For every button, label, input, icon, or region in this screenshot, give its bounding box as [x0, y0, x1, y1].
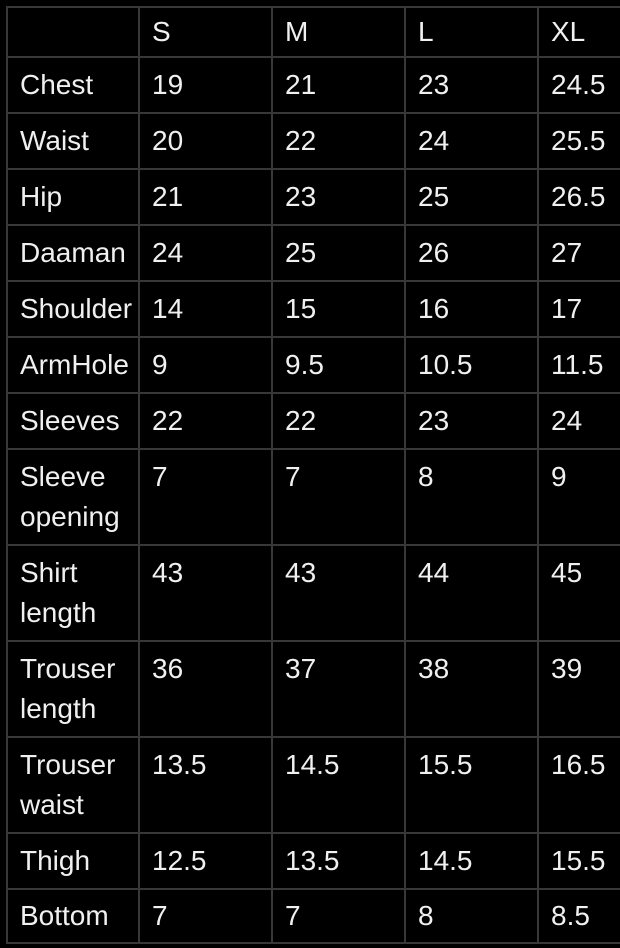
row-label: Sleeves	[6, 392, 140, 450]
size-value-cell: 24	[537, 392, 620, 450]
size-chart-table: S M L XL Chest 19 21 23 24.5 Waist 20 22	[6, 6, 620, 944]
size-value-cell: 13.5	[271, 832, 406, 890]
size-value-cell: 22	[271, 392, 406, 450]
size-value-cell: 25.5	[537, 112, 620, 170]
table-row-trouser-length: Trouser length 36 37 38 39	[6, 640, 620, 738]
size-value-cell: 16.5	[537, 736, 620, 834]
size-value-cell: 10.5	[404, 336, 539, 394]
row-label: Thigh	[6, 832, 140, 890]
size-value-cell: 26.5	[537, 168, 620, 226]
size-value-cell: 15	[271, 280, 406, 338]
table-row-chest: Chest 19 21 23 24.5	[6, 56, 620, 114]
size-value-cell: 39	[537, 640, 620, 738]
table-row-waist: Waist 20 22 24 25.5	[6, 112, 620, 170]
size-value-cell: 16	[404, 280, 539, 338]
table-row-thigh: Thigh 12.5 13.5 14.5 15.5	[6, 832, 620, 890]
size-value-cell: 25	[404, 168, 539, 226]
table-row-sleeves: Sleeves 22 22 23 24	[6, 392, 620, 450]
table-row-shoulder: Shoulder 14 15 16 17	[6, 280, 620, 338]
size-value-cell: 22	[138, 392, 273, 450]
size-value-cell: 20	[138, 112, 273, 170]
size-value-cell: 23	[404, 56, 539, 114]
row-label: Hip	[6, 168, 140, 226]
column-header-s: S	[138, 6, 273, 58]
size-value-cell: 24	[404, 112, 539, 170]
table-row-sleeve-opening: Sleeve opening 7 7 8 9	[6, 448, 620, 546]
size-value-cell: 17	[537, 280, 620, 338]
size-value-cell: 24	[138, 224, 273, 282]
row-label: Trouser waist	[6, 736, 140, 834]
size-value-cell: 25	[271, 224, 406, 282]
size-value-cell: 37	[271, 640, 406, 738]
size-value-cell: 27	[537, 224, 620, 282]
size-value-cell: 9	[537, 448, 620, 546]
size-value-cell: 11.5	[537, 336, 620, 394]
size-value-cell: 9.5	[271, 336, 406, 394]
row-label: Bottom	[6, 888, 140, 944]
size-value-cell: 7	[271, 888, 406, 944]
size-value-cell: 21	[271, 56, 406, 114]
size-value-cell: 24.5	[537, 56, 620, 114]
size-value-cell: 43	[138, 544, 273, 642]
size-value-cell: 45	[537, 544, 620, 642]
size-value-cell: 7	[271, 448, 406, 546]
row-label: Daaman	[6, 224, 140, 282]
size-value-cell: 15.5	[537, 832, 620, 890]
size-value-cell: 21	[138, 168, 273, 226]
size-value-cell: 8	[404, 888, 539, 944]
column-header-xl: XL	[537, 6, 620, 58]
table-row-hip: Hip 21 23 25 26.5	[6, 168, 620, 226]
size-value-cell: 14.5	[404, 832, 539, 890]
size-value-cell: 12.5	[138, 832, 273, 890]
size-value-cell: 22	[271, 112, 406, 170]
size-value-cell: 44	[404, 544, 539, 642]
size-value-cell: 38	[404, 640, 539, 738]
table-row-armhole: ArmHole 9 9.5 10.5 11.5	[6, 336, 620, 394]
row-label: Shirt length	[6, 544, 140, 642]
size-value-cell: 36	[138, 640, 273, 738]
size-value-cell: 43	[271, 544, 406, 642]
row-label: Chest	[6, 56, 140, 114]
row-label: ArmHole	[6, 336, 140, 394]
size-value-cell: 14	[138, 280, 273, 338]
size-value-cell: 8	[404, 448, 539, 546]
size-value-cell: 23	[271, 168, 406, 226]
table-row-shirt-length: Shirt length 43 43 44 45	[6, 544, 620, 642]
size-value-cell: 9	[138, 336, 273, 394]
size-value-cell: 15.5	[404, 736, 539, 834]
table-row-trouser-waist: Trouser waist 13.5 14.5 15.5 16.5	[6, 736, 620, 834]
size-value-cell: 19	[138, 56, 273, 114]
column-header-l: L	[404, 6, 539, 58]
size-value-cell: 23	[404, 392, 539, 450]
size-value-cell: 7	[138, 888, 273, 944]
column-header-m: M	[271, 6, 406, 58]
size-value-cell: 13.5	[138, 736, 273, 834]
size-value-cell: 26	[404, 224, 539, 282]
row-label: Trouser length	[6, 640, 140, 738]
size-value-cell: 8.5	[537, 888, 620, 944]
column-header-blank	[6, 6, 140, 58]
row-label: Shoulder	[6, 280, 140, 338]
table-row-bottom: Bottom 7 7 8 8.5	[6, 888, 620, 944]
size-value-cell: 7	[138, 448, 273, 546]
size-chart-container: S M L XL Chest 19 21 23 24.5 Waist 20 22	[6, 6, 620, 948]
table-row-daaman: Daaman 24 25 26 27	[6, 224, 620, 282]
row-label: Sleeve opening	[6, 448, 140, 546]
header-row: S M L XL	[6, 6, 620, 58]
row-label: Waist	[6, 112, 140, 170]
size-value-cell: 14.5	[271, 736, 406, 834]
